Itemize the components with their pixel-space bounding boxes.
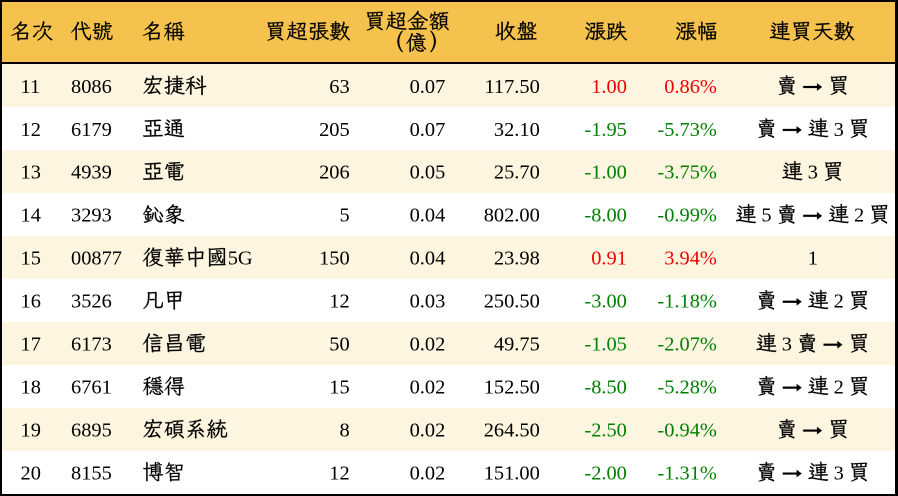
svg-text:802.00: 802.00 xyxy=(484,205,540,227)
svg-text:0.07: 0.07 xyxy=(410,76,446,98)
svg-text:00877: 00877 xyxy=(71,248,122,270)
svg-text:264.50: 264.50 xyxy=(484,419,540,441)
svg-text:-1.95: -1.95 xyxy=(584,119,626,141)
svg-text:19: 19 xyxy=(21,419,41,441)
svg-text:3293: 3293 xyxy=(71,205,112,227)
svg-text:2: 2 xyxy=(834,376,844,398)
svg-text:-3.00: -3.00 xyxy=(584,291,626,313)
svg-text:3.94%: 3.94% xyxy=(664,248,717,270)
svg-text:20: 20 xyxy=(21,462,41,484)
svg-text:13: 13 xyxy=(21,162,41,184)
svg-text:3: 3 xyxy=(834,119,844,141)
svg-text:151.00: 151.00 xyxy=(484,462,540,484)
svg-text:206: 206 xyxy=(319,162,350,184)
svg-text:-1.31%: -1.31% xyxy=(657,462,716,484)
svg-text:16: 16 xyxy=(21,291,41,313)
svg-text:32.10: 32.10 xyxy=(494,119,540,141)
svg-text:-3.75%: -3.75% xyxy=(657,162,716,184)
svg-text:11: 11 xyxy=(21,76,41,98)
svg-text:2: 2 xyxy=(854,205,864,227)
svg-text:15: 15 xyxy=(329,376,349,398)
svg-text:-0.94%: -0.94% xyxy=(657,419,716,441)
svg-text:23.98: 23.98 xyxy=(494,248,540,270)
svg-text:0.02: 0.02 xyxy=(410,419,446,441)
svg-text:17: 17 xyxy=(21,334,41,356)
svg-text:-2.07%: -2.07% xyxy=(657,334,716,356)
svg-text:12: 12 xyxy=(329,462,349,484)
svg-text:6761: 6761 xyxy=(71,376,112,398)
svg-text:50: 50 xyxy=(329,334,349,356)
svg-text:0.02: 0.02 xyxy=(410,376,446,398)
svg-text:8086: 8086 xyxy=(71,76,112,98)
svg-text:205: 205 xyxy=(319,119,350,141)
svg-text:25.70: 25.70 xyxy=(494,162,540,184)
svg-text:150: 150 xyxy=(319,248,350,270)
svg-text:4939: 4939 xyxy=(71,162,112,184)
svg-text:-2.00: -2.00 xyxy=(584,462,626,484)
svg-text:-2.50: -2.50 xyxy=(584,419,626,441)
svg-text:15: 15 xyxy=(21,248,41,270)
svg-text:1.00: 1.00 xyxy=(591,76,627,98)
svg-text:0.07: 0.07 xyxy=(410,119,446,141)
svg-text:8155: 8155 xyxy=(71,462,112,484)
svg-text:0.03: 0.03 xyxy=(410,291,446,313)
svg-text:6173: 6173 xyxy=(71,334,112,356)
svg-text:5: 5 xyxy=(761,205,771,227)
svg-text:63: 63 xyxy=(329,76,349,98)
svg-text:-1.05: -1.05 xyxy=(584,334,626,356)
svg-text:3526: 3526 xyxy=(71,291,112,313)
svg-text:-8.50: -8.50 xyxy=(584,376,626,398)
svg-text:0.04: 0.04 xyxy=(410,205,446,227)
svg-text:5: 5 xyxy=(339,205,349,227)
svg-text:-1.18%: -1.18% xyxy=(657,291,716,313)
svg-text:0.04: 0.04 xyxy=(410,248,446,270)
svg-text:117.50: 117.50 xyxy=(484,76,539,98)
svg-text:2: 2 xyxy=(834,291,844,313)
svg-text:8: 8 xyxy=(339,419,349,441)
svg-text:0.91: 0.91 xyxy=(591,248,627,270)
svg-text:3: 3 xyxy=(808,162,818,184)
svg-text:0.05: 0.05 xyxy=(410,162,446,184)
svg-text:-0.99%: -0.99% xyxy=(657,205,716,227)
svg-text:6895: 6895 xyxy=(71,419,112,441)
svg-text:0.02: 0.02 xyxy=(410,462,446,484)
svg-text:-1.00: -1.00 xyxy=(584,162,626,184)
svg-text:250.50: 250.50 xyxy=(484,291,540,313)
svg-text:14: 14 xyxy=(21,205,41,227)
svg-text:12: 12 xyxy=(21,119,41,141)
svg-text:-5.73%: -5.73% xyxy=(657,119,716,141)
svg-text:1: 1 xyxy=(808,248,818,270)
svg-text:3: 3 xyxy=(834,462,844,484)
svg-text:3: 3 xyxy=(782,334,792,356)
svg-text:5G: 5G xyxy=(228,248,253,270)
svg-text:0.02: 0.02 xyxy=(410,334,446,356)
svg-text:12: 12 xyxy=(329,291,349,313)
svg-text:-5.28%: -5.28% xyxy=(657,376,716,398)
svg-text:18: 18 xyxy=(21,376,41,398)
svg-text:152.50: 152.50 xyxy=(484,376,540,398)
svg-text:0.86%: 0.86% xyxy=(664,76,717,98)
svg-text:-8.00: -8.00 xyxy=(584,205,626,227)
svg-text:49.75: 49.75 xyxy=(494,334,540,356)
svg-text:6179: 6179 xyxy=(71,119,112,141)
